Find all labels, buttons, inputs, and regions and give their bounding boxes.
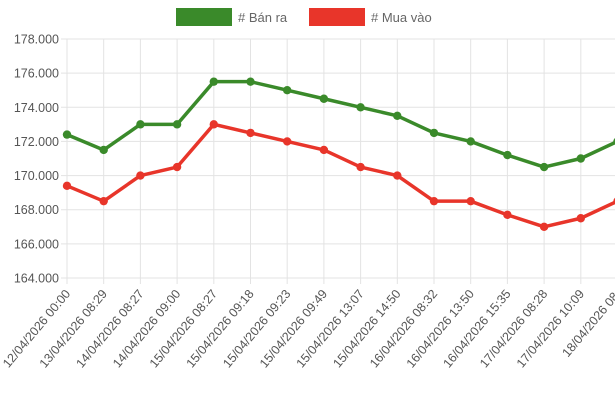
x-tick-label: 16/04/2026 08:32 — [367, 287, 440, 371]
data-point[interactable] — [62, 181, 72, 191]
legend-swatch — [176, 8, 232, 26]
data-point[interactable] — [319, 94, 329, 103]
x-tick-label: 15/04/2026 09:23 — [220, 287, 293, 371]
y-tick-label: 174.000 — [14, 101, 59, 115]
legend-label: # Mua vào — [371, 10, 432, 25]
data-point[interactable] — [466, 196, 475, 206]
y-tick-label: 168.000 — [14, 203, 59, 217]
y-tick-label: 178.000 — [14, 33, 59, 47]
data-point[interactable] — [246, 77, 255, 86]
series-line — [66, 79, 615, 169]
data-point[interactable] — [246, 128, 255, 138]
data-point[interactable] — [209, 120, 218, 129]
grid — [61, 38, 615, 284]
x-tick-label: 15/04/2026 08:27 — [147, 287, 220, 371]
legend-item[interactable]: # Bán ra — [176, 8, 288, 26]
x-tick-label: 16/04/2026 13:50 — [404, 287, 477, 371]
data-point[interactable] — [393, 111, 402, 121]
x-tick-label: 12/04/2026 00:00 — [0, 287, 73, 371]
data-point[interactable] — [466, 137, 475, 146]
data-point[interactable] — [393, 171, 402, 180]
data-point[interactable] — [62, 130, 72, 139]
series-1 — [62, 120, 615, 231]
x-tick-label: 17/04/2026 08:28 — [477, 287, 550, 371]
data-point[interactable] — [356, 162, 365, 172]
data-point[interactable] — [172, 120, 182, 129]
data-point[interactable] — [576, 154, 585, 163]
y-axis: 178.000 176.000 174.000 172.000 170.000 168.0… — [14, 33, 59, 286]
legend-swatch — [309, 8, 365, 26]
x-tick-label: 14/04/2026 08:27 — [73, 287, 146, 371]
data-point[interactable] — [283, 137, 292, 146]
data-point[interactable] — [136, 120, 145, 129]
data-point[interactable] — [503, 210, 512, 220]
data-point[interactable] — [136, 171, 145, 180]
data-point[interactable] — [576, 214, 585, 223]
legend: # Bán ra # Mua vào — [176, 8, 432, 26]
x-tick-label: 15/04/2026 09:18 — [184, 287, 257, 371]
x-tick-label: 15/04/2026 09:49 — [257, 287, 330, 371]
data-point[interactable] — [429, 128, 439, 138]
legend-item[interactable]: # Mua vào — [309, 8, 432, 26]
series-layer — [62, 77, 615, 231]
data-point[interactable] — [209, 77, 218, 86]
data-point[interactable] — [503, 150, 512, 160]
data-point[interactable] — [172, 162, 182, 172]
y-tick-label: 166.000 — [14, 237, 59, 251]
x-tick-label: 13/04/2026 08:29 — [37, 287, 110, 371]
data-point[interactable] — [356, 103, 365, 112]
data-point[interactable] — [99, 145, 108, 155]
data-point[interactable] — [319, 145, 329, 155]
legend-label: # Bán ra — [238, 10, 288, 25]
series-0 — [62, 77, 615, 172]
data-point[interactable] — [99, 196, 108, 206]
x-tick-label: 17/04/2026 10:09 — [514, 287, 587, 371]
y-tick-label: 176.000 — [14, 67, 59, 81]
x-tick-label: 16/04/2026 15:35 — [440, 287, 513, 371]
data-point[interactable] — [283, 86, 292, 95]
data-point[interactable] — [539, 222, 549, 231]
y-tick-label: 164.000 — [14, 272, 59, 286]
x-tick-label: 14/04/2026 09:00 — [110, 287, 183, 371]
x-tick-label: 15/04/2026 14:50 — [330, 287, 403, 371]
x-tick-label: 15/04/2026 13:07 — [294, 287, 367, 371]
data-point[interactable] — [429, 196, 439, 206]
series-line — [66, 122, 615, 229]
data-point[interactable] — [539, 162, 549, 172]
y-tick-label: 170.000 — [14, 169, 59, 183]
y-tick-label: 172.000 — [14, 135, 59, 149]
